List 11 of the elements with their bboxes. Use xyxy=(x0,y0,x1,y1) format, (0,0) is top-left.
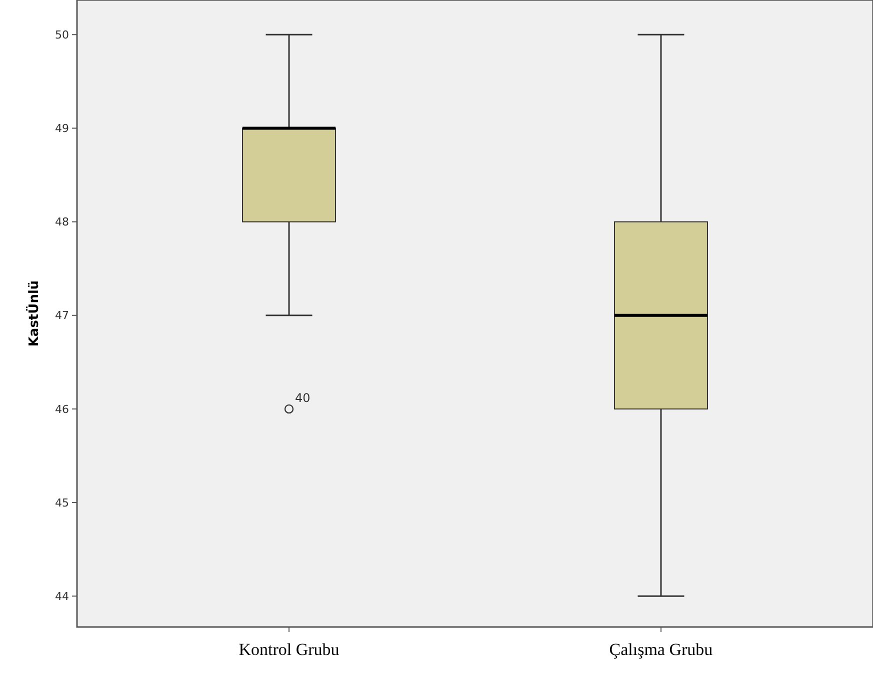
y-tick-label: 47 xyxy=(55,309,69,322)
y-tick-label: 46 xyxy=(55,402,69,416)
y-tick-label: 48 xyxy=(55,216,69,229)
annotation: 40 xyxy=(295,390,310,405)
x-tick-label: Kontrol Grubu xyxy=(238,640,340,659)
y-tick-label: 49 xyxy=(55,122,69,136)
y-axis-title: KastÜnlü xyxy=(25,280,42,347)
y-tick-label: 45 xyxy=(55,496,69,510)
y-tick-label: 44 xyxy=(55,590,69,603)
y-tick-label: 50 xyxy=(55,28,69,42)
x-tick-label: Çalışma Grubu xyxy=(609,640,714,659)
